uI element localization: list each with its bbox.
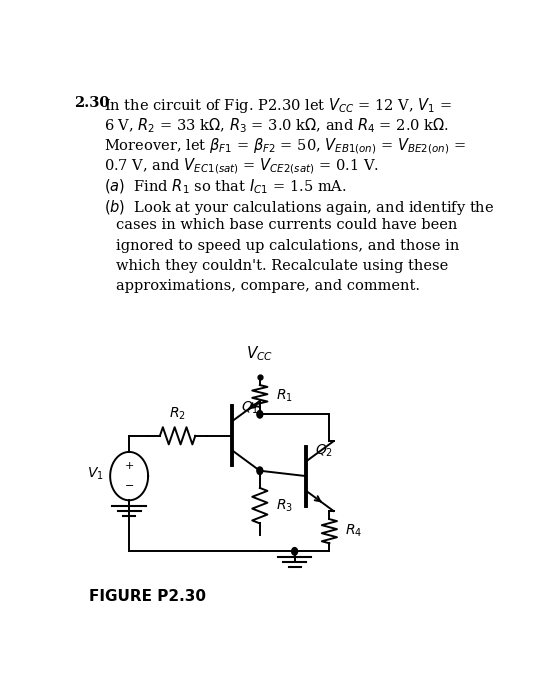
Text: −: − bbox=[125, 481, 134, 491]
Text: $V_1$: $V_1$ bbox=[87, 466, 104, 482]
Text: approximations, compare, and comment.: approximations, compare, and comment. bbox=[116, 279, 421, 293]
Text: +: + bbox=[125, 461, 134, 471]
Text: $(a)$  Find $R_1$ so that $I_{C1}$ = 1.5 mA.: $(a)$ Find $R_1$ so that $I_{C1}$ = 1.5 … bbox=[104, 177, 347, 195]
Text: In the circuit of Fig. P2.30 let $V_{CC}$ = 12 V, $V_1$ =: In the circuit of Fig. P2.30 let $V_{CC}… bbox=[104, 96, 452, 114]
Text: Moreover, let $\beta_{F1}$ = $\beta_{F2}$ = 50, $V_{EB1(on)}$ = $V_{BE2(on)}$ =: Moreover, let $\beta_{F1}$ = $\beta_{F2}… bbox=[104, 136, 466, 156]
Text: $V_{CC}$: $V_{CC}$ bbox=[246, 345, 274, 363]
Text: FIGURE P2.30: FIGURE P2.30 bbox=[89, 589, 206, 604]
Text: which they couldn't. Recalculate using these: which they couldn't. Recalculate using t… bbox=[116, 259, 449, 273]
Text: $R_4$: $R_4$ bbox=[345, 523, 363, 540]
Text: $R_1$: $R_1$ bbox=[276, 388, 293, 404]
Text: 0.7 V, and $V_{EC1(sat)}$ = $V_{CE2(sat)}$ = 0.1 V.: 0.7 V, and $V_{EC1(sat)}$ = $V_{CE2(sat)… bbox=[104, 157, 379, 177]
Circle shape bbox=[257, 467, 263, 475]
Text: 6 V, $R_2$ = 33 k$\Omega$, $R_3$ = 3.0 k$\Omega$, and $R_4$ = 2.0 k$\Omega$.: 6 V, $R_2$ = 33 k$\Omega$, $R_3$ = 3.0 k… bbox=[104, 116, 449, 135]
Text: $Q_1$: $Q_1$ bbox=[241, 399, 259, 415]
Text: $Q_2$: $Q_2$ bbox=[314, 443, 333, 459]
Text: $(b)$  Look at your calculations again, and identify the: $(b)$ Look at your calculations again, a… bbox=[104, 198, 494, 216]
Text: $R_2$: $R_2$ bbox=[169, 406, 186, 422]
Circle shape bbox=[292, 548, 298, 555]
Text: $R_3$: $R_3$ bbox=[276, 498, 293, 514]
Text: cases in which base currents could have been: cases in which base currents could have … bbox=[116, 218, 458, 232]
Circle shape bbox=[257, 410, 263, 418]
Text: ignored to speed up calculations, and those in: ignored to speed up calculations, and th… bbox=[116, 239, 460, 253]
Text: 2.30: 2.30 bbox=[75, 96, 110, 110]
